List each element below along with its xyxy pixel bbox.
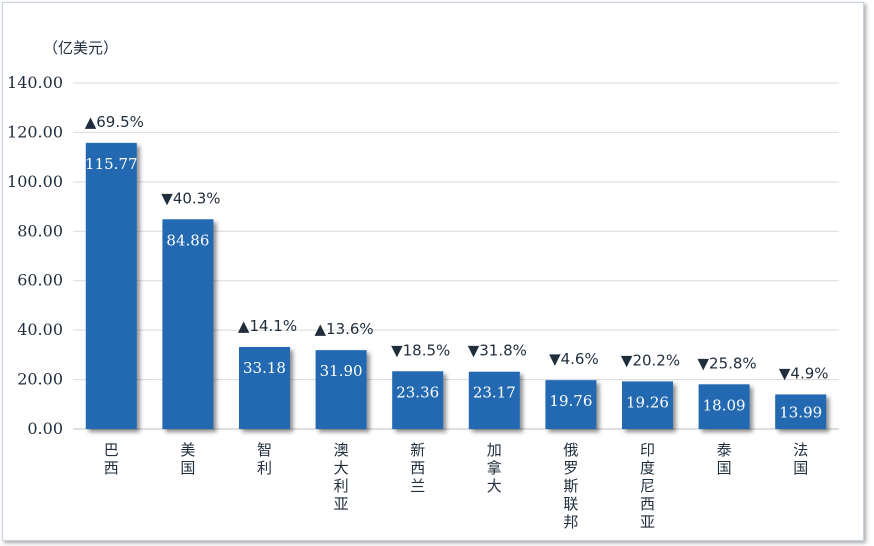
change-label: ▲13.6% — [315, 320, 374, 338]
bar — [698, 384, 750, 429]
bar-value-label: 19.76 — [549, 392, 592, 410]
change-label: ▼25.8% — [698, 354, 757, 372]
bar — [468, 371, 520, 429]
change-label: ▼4.6% — [549, 350, 599, 368]
bar-value-label: 23.17 — [473, 384, 516, 402]
y-tick-label: 100.00 — [7, 172, 63, 191]
bar — [162, 219, 214, 429]
bar-value-label: 23.36 — [396, 383, 439, 401]
x-category-label: 法国 — [793, 441, 808, 477]
bar — [85, 142, 137, 429]
x-category-label: 智利 — [257, 441, 272, 477]
bar — [622, 381, 673, 429]
change-label: ▼18.5% — [391, 341, 450, 359]
y-tick-label: 20.00 — [17, 370, 63, 389]
y-tick-label: 120.00 — [7, 122, 63, 141]
y-tick-label: 40.00 — [17, 320, 63, 339]
bar-value-label: 13.99 — [779, 404, 822, 422]
y-tick-label: 140.00 — [7, 73, 63, 92]
change-label: ▼20.2% — [621, 351, 680, 369]
change-label: ▼31.8% — [468, 342, 527, 360]
x-category-label: 印度尼西亚 — [640, 441, 655, 531]
bar — [545, 380, 597, 429]
x-category-label: 美国 — [180, 441, 195, 477]
y-tick-label: 0.00 — [27, 419, 63, 438]
change-label: ▼40.3% — [161, 189, 220, 207]
bar — [239, 346, 290, 429]
y-tick-label: 80.00 — [17, 221, 63, 240]
bar-value-label: 18.09 — [703, 396, 746, 414]
bar-value-label: 33.18 — [243, 359, 286, 377]
bar-chart: （亿美元） 0.00 20.00 40.00 60.00 80.00 100.00 120.… — [7, 39, 839, 531]
change-label: ▲14.1% — [238, 317, 297, 335]
x-category-label: 巴西 — [104, 441, 119, 477]
bar — [392, 371, 444, 429]
bar-layer — [85, 142, 827, 429]
y-tick-label: 60.00 — [17, 271, 63, 290]
chart-frame: （亿美元） 0.00 20.00 40.00 60.00 80.00 100.00 120.… — [2, 2, 864, 541]
bar-value-label: 31.90 — [320, 362, 363, 380]
x-category-label: 加拿大 — [487, 441, 502, 495]
x-category-label: 澳大利亚 — [334, 441, 349, 513]
bar — [775, 394, 827, 429]
x-category-label: 泰国 — [717, 441, 732, 477]
x-category-label: 新西兰 — [410, 441, 425, 495]
change-label: ▼4.9% — [779, 364, 829, 382]
x-category-label: 俄罗斯联邦 — [563, 441, 578, 531]
bar-value-label: 115.77 — [85, 155, 138, 173]
change-label: ▲69.5% — [85, 113, 144, 131]
label-layer: 0.00 20.00 40.00 60.00 80.00 100.00 120.00 140.… — [7, 73, 829, 531]
y-axis-unit-label: （亿美元） — [43, 39, 118, 57]
bar — [315, 350, 367, 429]
bar-value-label: 19.26 — [626, 393, 669, 411]
bar-value-label: 84.86 — [166, 231, 209, 249]
